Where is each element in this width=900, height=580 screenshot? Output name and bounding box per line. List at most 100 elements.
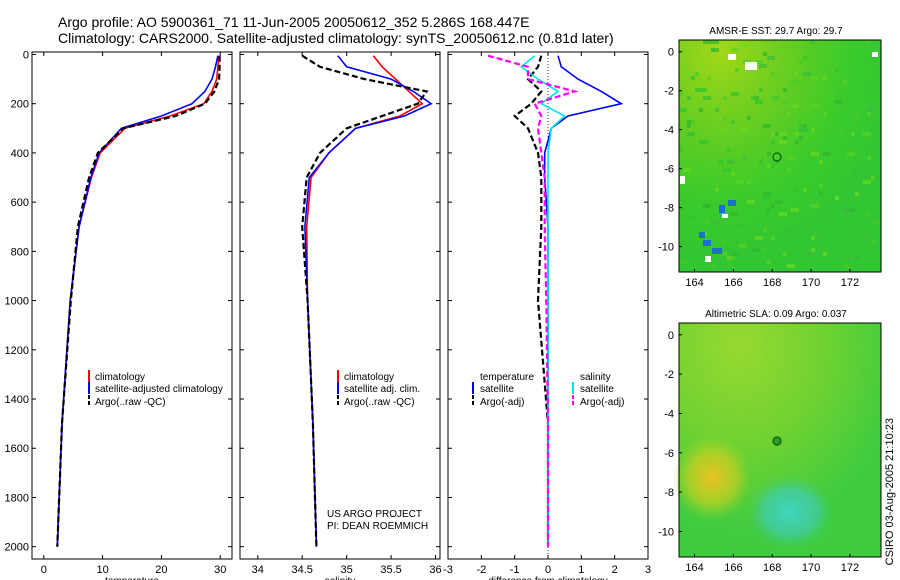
sst-cell (767, 236, 771, 240)
sst-cell (703, 220, 711, 224)
sst-cell (699, 112, 703, 116)
y-tick-label: 1000 (5, 296, 29, 308)
legend-label-argo: Argo(..raw -QC) (344, 397, 415, 408)
sst-cell (679, 148, 683, 152)
sst-cell (771, 260, 779, 264)
figure-title-line2: Climatology: CARS2000. Satellite-adjuste… (58, 30, 614, 46)
map-y-tick-label: 0 (668, 47, 674, 59)
sst-cell (731, 48, 739, 52)
y-tick-label: 800 (11, 246, 29, 258)
sst-cell (679, 260, 687, 264)
series-climatology (305, 55, 424, 547)
sst-cell (687, 120, 691, 124)
sst-cell (731, 172, 735, 176)
sst-cell (687, 216, 695, 220)
x-tick-label: 35 (341, 564, 353, 576)
sst-cell (819, 192, 823, 196)
sst-cell (763, 52, 767, 56)
sst-cell (855, 256, 859, 260)
map-y-tick-label: -4 (664, 408, 674, 420)
sst-cell (747, 180, 751, 184)
sst-map (678, 39, 882, 273)
sst-cell (731, 256, 735, 260)
map-y-tick-label: -8 (664, 203, 674, 215)
sst-cell (771, 160, 779, 164)
x-tick-label: 2 (612, 564, 618, 576)
sla-map-title: Altimetric SLA: 0.09 Argo: 0.037 (705, 309, 847, 320)
sst-cell (787, 44, 791, 48)
x-tick-label: 1 (578, 564, 584, 576)
sst-cell (691, 120, 695, 124)
sst-argo-marker (772, 152, 782, 162)
legend-label-sal-satellite: satellite (580, 384, 614, 395)
sst-cell (835, 100, 843, 104)
sst-cell (711, 48, 715, 52)
sst-cell (863, 180, 871, 184)
sst-cell (687, 96, 691, 100)
sst-cell (699, 108, 703, 112)
sst-cell (871, 220, 879, 224)
sst-cell (755, 60, 763, 64)
sla-argo-marker (772, 436, 782, 446)
sla-map (672, 322, 882, 558)
map-y-tick-label: -4 (664, 125, 674, 137)
sst-cells (679, 40, 879, 268)
sst-cell (743, 156, 747, 160)
sst-cell (703, 88, 707, 92)
x-tick-label: -2 (476, 564, 486, 576)
sst-cell (787, 156, 795, 160)
sst-cell (683, 72, 691, 76)
sst-cell (779, 244, 787, 248)
sst-cell (839, 132, 843, 136)
legend-label-satellite: satellite adj. clim. (344, 384, 420, 395)
series-argo-raw-qc- (301, 54, 429, 547)
map-y-tick-label: 0 (668, 330, 674, 342)
map-x-tick-label: 170 (802, 277, 820, 289)
sst-cell (819, 160, 823, 164)
sst-cell (723, 252, 727, 256)
sst-cell (803, 128, 811, 132)
legend-label-temp-argo: Argo(-adj) (480, 397, 524, 408)
y-tick-label: 0 (23, 49, 29, 61)
sst-cell (871, 264, 875, 268)
x-axis-label: salinity (325, 576, 356, 580)
series-salinity-satellite (520, 55, 567, 547)
sst-cell (807, 40, 811, 44)
sst-cell (823, 112, 827, 116)
sst-cell (767, 56, 775, 60)
sst-cell (739, 128, 747, 132)
sst-cell (843, 264, 851, 268)
salinity-legend: climatology satellite adj. clim. Argo(..… (327, 370, 428, 532)
sst-cell (799, 60, 803, 64)
sst-cell (703, 96, 711, 100)
x-tick-label: 34 (252, 564, 264, 576)
y-tick-label: 1400 (5, 394, 29, 406)
sst-cell (715, 108, 719, 112)
sst-cell (811, 204, 819, 208)
sst-cell (723, 240, 727, 244)
sst-cell (871, 240, 875, 244)
sst-special-cell (872, 52, 878, 57)
y-tick-label: 1200 (5, 345, 29, 357)
x-tick-label: 34.5 (292, 564, 313, 576)
sst-cell (843, 208, 851, 212)
sst-cell (763, 196, 771, 200)
sst-cell (831, 204, 839, 208)
sst-cell (767, 208, 771, 212)
temperature-panel-frame (31, 51, 233, 560)
sst-cell (759, 160, 763, 164)
sst-cell (755, 236, 763, 240)
map-x-tick-label: 164 (685, 277, 703, 289)
sst-cell (791, 104, 799, 108)
sst-cell (691, 76, 695, 80)
sst-special-cell (719, 205, 725, 213)
sst-cell (803, 188, 807, 192)
sst-cell (723, 96, 727, 100)
sst-cell (771, 96, 779, 100)
sst-cell (695, 88, 703, 92)
sst-cell (783, 252, 787, 256)
sst-cell (855, 192, 859, 196)
sst-cell (835, 68, 839, 72)
sst-cell (807, 252, 811, 256)
sst-cell (819, 184, 823, 188)
